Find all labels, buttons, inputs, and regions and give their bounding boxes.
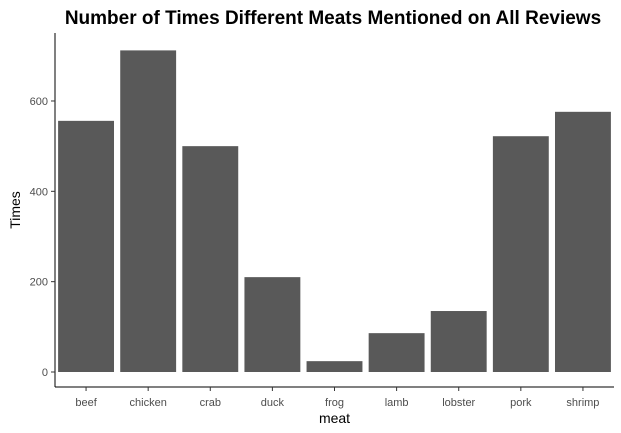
bar-frog xyxy=(306,361,363,372)
x-tick-label-lobster: lobster xyxy=(442,397,475,409)
x-tick-label-beef: beef xyxy=(75,397,97,409)
y-tick-label: 0 xyxy=(42,367,48,379)
x-tick-label-pork: pork xyxy=(510,397,532,409)
x-tick-label-lamb: lamb xyxy=(385,397,409,409)
y-tick-label: 400 xyxy=(30,186,48,198)
x-tick-label-crab: crab xyxy=(200,397,221,409)
bar-shrimp xyxy=(554,111,611,372)
y-tick-label: 600 xyxy=(30,96,48,108)
x-axis-ticks: beef chicken crab duck frog lamb lobster pork sh… xyxy=(75,387,599,409)
bar-beef xyxy=(58,120,115,372)
bar-lamb xyxy=(368,333,425,372)
x-axis-title: meat xyxy=(319,410,350,426)
x-tick-label-chicken: chicken xyxy=(130,397,167,409)
bar-lobster xyxy=(430,311,487,372)
plot-area: 0 200 400 600 beef chicken crab duck frog lamb lo… xyxy=(30,33,614,409)
x-tick-label-duck: duck xyxy=(261,397,285,409)
bar-pork xyxy=(492,136,549,372)
bars-group xyxy=(58,50,611,372)
y-tick-label: 200 xyxy=(30,277,48,289)
bar-chicken xyxy=(120,50,177,372)
x-tick-label-shrimp: shrimp xyxy=(566,397,599,409)
bar-crab xyxy=(182,146,239,372)
y-axis-title: Times xyxy=(7,191,23,229)
y-axis-ticks: 0 200 400 600 xyxy=(30,96,55,379)
bar-duck xyxy=(244,277,301,372)
chart-title: Number of Times Different Meats Mentione… xyxy=(65,8,601,29)
x-tick-label-frog: frog xyxy=(325,397,344,409)
